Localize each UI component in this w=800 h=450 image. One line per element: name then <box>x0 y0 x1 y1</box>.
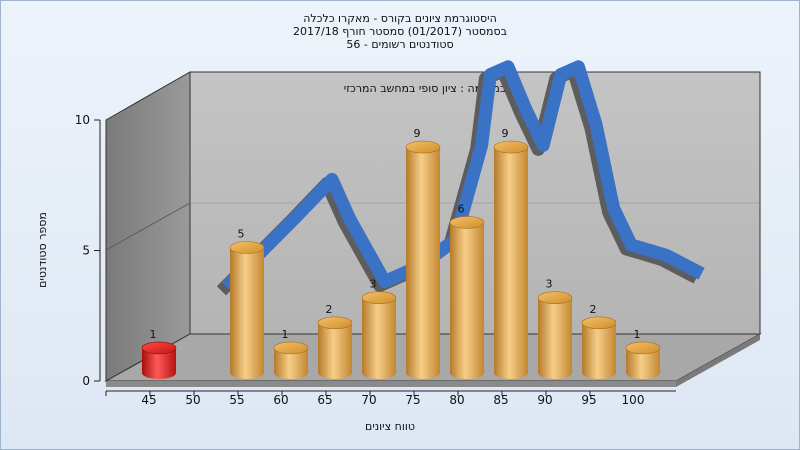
bar-top <box>317 316 353 330</box>
x-tick-label: 55 <box>229 393 244 407</box>
bar-body <box>626 347 660 379</box>
histogram-bar: 9 <box>493 127 529 379</box>
x-tick-label: 75 <box>405 393 420 407</box>
bar-body <box>362 297 396 379</box>
bar-top <box>537 291 573 305</box>
y-tick-label: 10 <box>75 113 90 127</box>
floor-front-edge <box>106 381 676 387</box>
bar-value-label: 3 <box>370 278 377 291</box>
chart-title: היסטוגרמת ציונים בקורס - מאקרו כלכלה <box>303 12 497 25</box>
histogram-bar: 1 <box>273 328 309 379</box>
histogram-bar: 3 <box>361 278 397 379</box>
bar-body <box>274 347 308 379</box>
x-axis-title: טווח ציונים <box>365 420 415 433</box>
x-tick-label: 85 <box>493 393 508 407</box>
bar-body <box>538 297 572 379</box>
bar-top <box>141 341 177 355</box>
bar-top <box>273 341 309 355</box>
bar-value-label: 2 <box>590 303 597 316</box>
bar-value-label: 9 <box>502 127 509 140</box>
x-tick-label: 45 <box>141 393 156 407</box>
bar-value-label: 5 <box>238 228 245 241</box>
bar-value-label: 6 <box>458 202 465 215</box>
y-axis-title: מספר סטודנטים <box>36 212 49 288</box>
histogram-bar: 3 <box>537 278 573 379</box>
bar-body <box>230 247 264 379</box>
x-tick-label: 80 <box>449 393 464 407</box>
x-tick-label: 65 <box>317 393 332 407</box>
bar-top <box>449 216 485 229</box>
bar-body <box>406 147 440 379</box>
bar-body <box>318 322 352 379</box>
bar-top <box>493 140 529 154</box>
y-tick-label: 0 <box>82 374 90 388</box>
plot-annotation: במשימה : ציון סופי במחשב המרכזי <box>344 82 507 95</box>
bar-top <box>405 140 441 154</box>
histogram-bar: 2 <box>317 303 353 379</box>
y-tick-label: 5 <box>82 244 90 258</box>
x-tick-label: 70 <box>361 393 376 407</box>
chart-subtitle-enrolled: סטודנטים רשומים - 56 <box>346 38 454 51</box>
bar-top <box>361 291 397 305</box>
histogram-bar: 1 <box>625 328 661 379</box>
floor-right-edge <box>676 334 760 387</box>
histogram-bar: 1 <box>141 328 177 379</box>
bar-top <box>581 316 617 330</box>
bar-value-label: 3 <box>546 278 553 291</box>
histogram-bar: 5 <box>229 228 265 379</box>
bar-value-label: 1 <box>282 328 289 341</box>
bar-value-label: 1 <box>150 328 157 341</box>
bar-value-label: 9 <box>414 127 421 140</box>
x-tick-label: 100 <box>622 393 645 407</box>
histogram-bar: 9 <box>405 127 441 379</box>
x-tick-label: 60 <box>273 393 288 407</box>
x-tick-label: 95 <box>581 393 596 407</box>
x-tick-label: 90 <box>537 393 552 407</box>
bar-value-label: 2 <box>326 303 333 316</box>
bar-top <box>229 241 265 254</box>
x-tick-label: 50 <box>185 393 200 407</box>
bar-body <box>450 222 484 379</box>
bar-body <box>494 147 528 379</box>
bar-value-label: 1 <box>634 328 641 341</box>
histogram-bar: 2 <box>581 303 617 379</box>
bar-body <box>142 347 176 379</box>
bar-top <box>625 341 661 355</box>
distribution-curve <box>221 60 705 292</box>
bar-body <box>582 322 616 379</box>
left-wall-grid-5 <box>105 202 191 251</box>
chart-subtitle-semester: בסמסטר (01/2017) סמסטר חורף 2017/18 <box>293 25 507 38</box>
histogram-bar: 6 <box>449 202 485 379</box>
